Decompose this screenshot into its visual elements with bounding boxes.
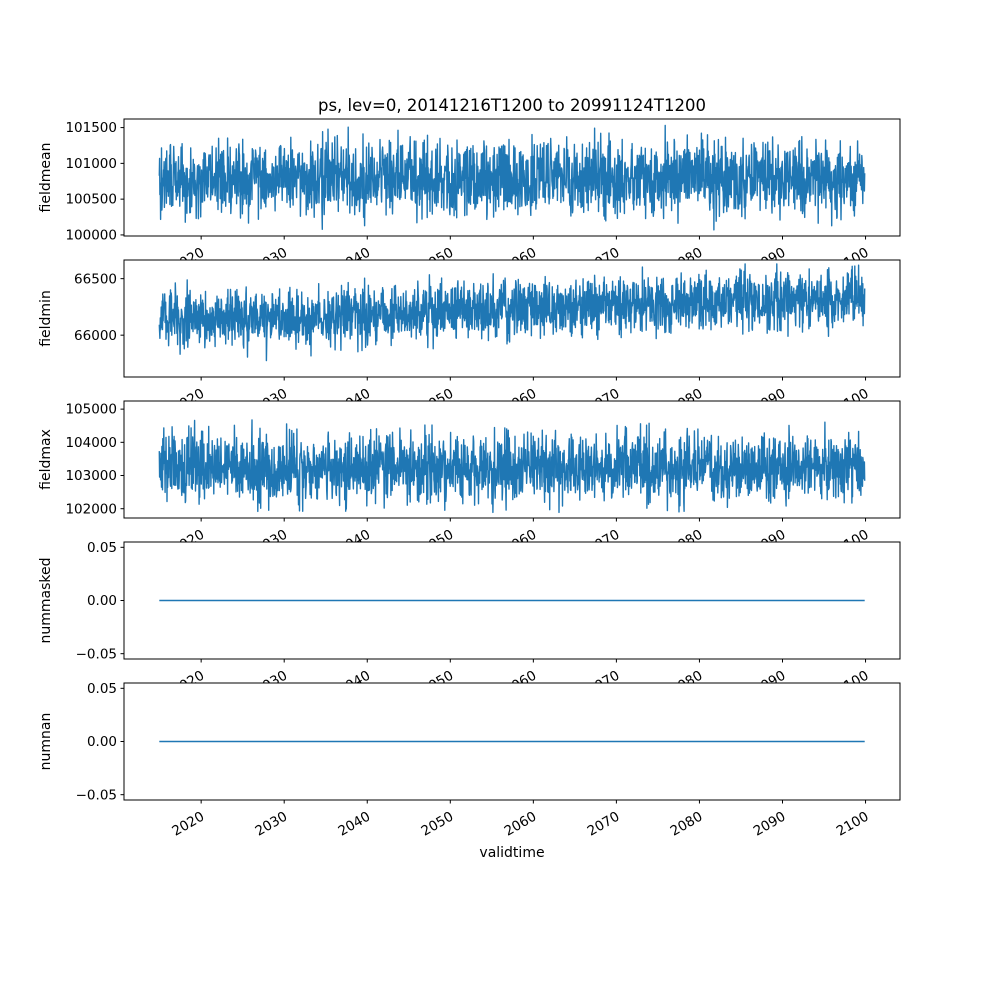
subplot-nummasked: −0.050.000.05202020302040205020602070208…	[38, 540, 901, 699]
y-tick-label: 0.00	[87, 734, 117, 750]
x-axis-label: validtime	[479, 845, 544, 861]
y-tick-label: 101000	[65, 156, 117, 172]
y-axis-label-fieldmax: fieldmax	[38, 429, 54, 490]
y-tick-label: 100000	[65, 228, 117, 244]
subplot-fieldmax: 1020001030001040001050002020203020402050…	[38, 400, 901, 558]
series-line-fieldmax	[158, 419, 866, 514]
axes-frame	[123, 118, 901, 237]
series-line-fieldmin	[158, 263, 866, 362]
subplots-group: 100000 100500 101000 101500 2020 2030 2040 2050…	[38, 118, 901, 840]
y-axis-label-fieldmean: fieldmean	[38, 143, 54, 213]
series-line-fieldmean	[158, 124, 866, 231]
y-tick-label: 103000	[65, 468, 117, 484]
y-axis-label-fieldmin: fieldmin	[38, 290, 54, 347]
y-tick-label: 66500	[74, 271, 117, 287]
subplot-fieldmin: 6600066500202020302040205020602070208020…	[38, 259, 901, 417]
y-tick-label: 0.00	[87, 593, 117, 609]
y-tick-label: 102000	[65, 501, 117, 517]
y-axis-label-nummasked: nummasked	[38, 557, 54, 643]
figure-title: ps, lev=0, 20141216T1200 to 20991124T120…	[318, 96, 706, 115]
x-tick-label: 2070	[585, 809, 623, 840]
y-tick-label: 105000	[65, 402, 117, 418]
axes-frame	[123, 400, 901, 519]
y-tick-label: 104000	[65, 435, 117, 451]
x-tick-label: 2100	[834, 809, 872, 840]
x-tick-label: 2050	[419, 809, 457, 840]
subplot-fieldmean: 1000001005001010001015002020203020402050…	[38, 118, 901, 276]
y-tick-label: 66000	[74, 328, 117, 344]
y-tick-label: 100500	[65, 192, 117, 208]
axes-frame	[123, 259, 901, 378]
subplot-numnan: −0.05 0.00 0.05 2020 2030 2040 2050 2060 2070 208…	[38, 681, 901, 840]
x-tick-label: 2030	[252, 809, 290, 840]
y-tick-label: −0.05	[76, 646, 117, 662]
y-tick-label: 0.05	[87, 681, 117, 697]
x-tick-label: 2040	[335, 809, 373, 840]
y-tick-label: 101500	[65, 120, 117, 136]
x-tick-label: 2090	[751, 809, 789, 840]
x-tick-label: 2060	[502, 809, 540, 840]
y-tick-label: −0.05	[76, 787, 117, 803]
y-tick-label: 0.05	[87, 540, 117, 556]
x-tick-label: 2080	[668, 809, 706, 840]
y-axis-label-numnan: numnan	[38, 713, 54, 771]
x-tick-label: 2020	[169, 809, 207, 840]
